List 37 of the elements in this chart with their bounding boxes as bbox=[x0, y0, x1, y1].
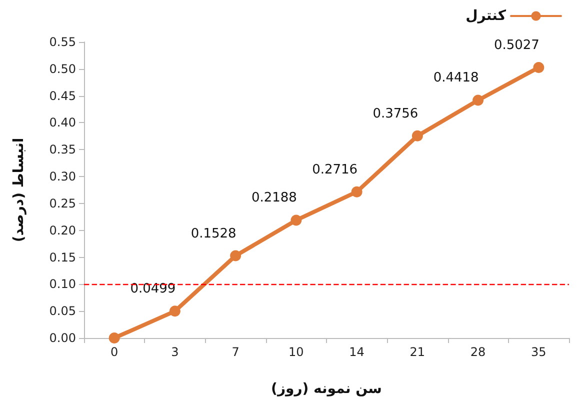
y-tick-label: 0.10 bbox=[49, 277, 76, 292]
point bbox=[230, 250, 242, 262]
y-tick-label: 0.45 bbox=[49, 88, 76, 103]
x-tick-label: 35 bbox=[531, 345, 546, 359]
x-tick-label: 3 bbox=[171, 345, 179, 359]
y-tick-label: 0.40 bbox=[49, 116, 76, 130]
x-tick-label: 14 bbox=[349, 345, 364, 359]
data-label: 0.5027 bbox=[494, 38, 540, 53]
data-label: 0.2188 bbox=[251, 190, 297, 206]
point bbox=[351, 186, 362, 198]
y-tick-label: 0.30 bbox=[49, 170, 76, 184]
point bbox=[290, 214, 302, 226]
y-tick-label: 0.35 bbox=[49, 142, 76, 157]
point bbox=[533, 62, 544, 73]
x-tick-label: 7 bbox=[232, 345, 240, 359]
data-label: 0.1528 bbox=[190, 226, 236, 242]
x-tick-label: 28 bbox=[470, 345, 486, 359]
y-tick-label: 0.20 bbox=[49, 223, 76, 238]
data-label: 0.2716 bbox=[312, 162, 358, 178]
point bbox=[412, 130, 423, 142]
x-tick-label: 21 bbox=[410, 345, 426, 359]
data-label: 0.4418 bbox=[433, 70, 479, 86]
y-tick-label: 0.25 bbox=[49, 196, 76, 210]
x-axis-title: سن نمونه (روز) bbox=[271, 381, 382, 397]
legend-label: کنترل bbox=[466, 8, 507, 24]
y-tick-label: 0.15 bbox=[49, 250, 76, 264]
y-axis-title: انبساط (درصد) bbox=[11, 138, 27, 242]
point bbox=[108, 332, 120, 344]
y-tick-label: 0.05 bbox=[49, 304, 76, 318]
point bbox=[472, 94, 484, 106]
data-label: 0.3756 bbox=[372, 106, 418, 122]
y-tick-label: 0.55 bbox=[49, 35, 76, 49]
x-tick-label: 0 bbox=[110, 345, 118, 359]
y-tick-label: 0.50 bbox=[49, 62, 76, 76]
y-tick-label: 0.00 bbox=[49, 331, 76, 345]
point bbox=[169, 306, 180, 317]
x-tick-label: 10 bbox=[288, 345, 304, 359]
